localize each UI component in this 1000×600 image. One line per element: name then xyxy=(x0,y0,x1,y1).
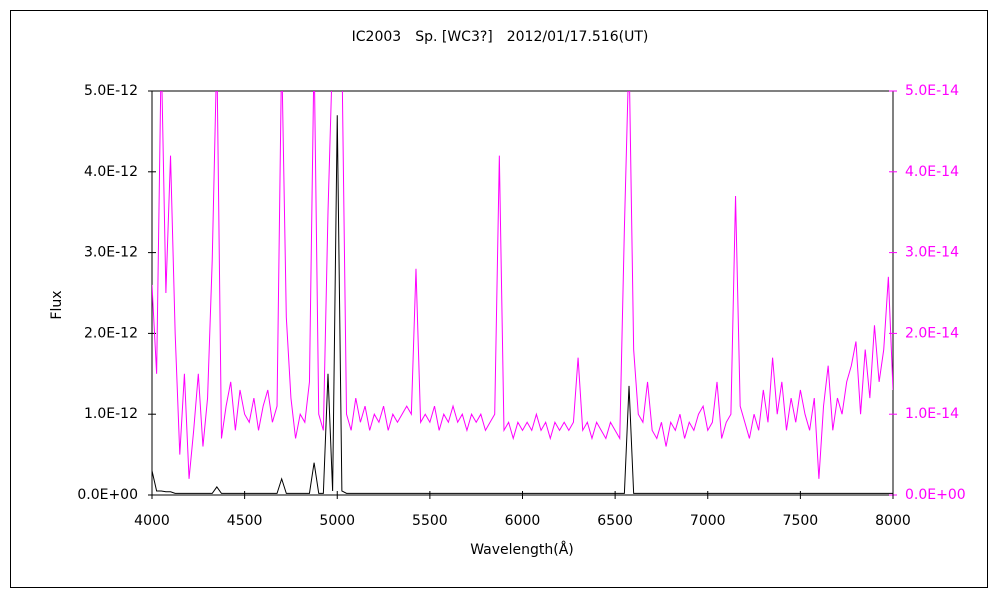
y2-tick-label: 5.0E-14 xyxy=(905,83,959,99)
y2-tick-label: 2.0E-14 xyxy=(905,325,959,341)
y-tick-label: 2.0E-12 xyxy=(84,325,138,341)
x-tick-label: 4000 xyxy=(134,513,170,529)
y-tick-label: 1.0E-12 xyxy=(84,406,138,422)
x-tick-label: 6500 xyxy=(597,513,633,529)
y-axis-label: Flux xyxy=(49,290,65,319)
x-tick-label: 7000 xyxy=(690,513,726,529)
y2-tick-label: 0.0E+00 xyxy=(905,487,966,503)
x-tick-label: 7500 xyxy=(783,513,819,529)
y-tick-label: 5.0E-12 xyxy=(84,83,138,99)
x-tick-label: 6000 xyxy=(505,513,541,529)
x-tick-label: 4500 xyxy=(227,513,263,529)
spectrum-line xyxy=(152,91,893,479)
plot-clip xyxy=(152,91,893,494)
frame xyxy=(10,10,988,588)
y-tick-label: 3.0E-12 xyxy=(84,245,138,261)
spectrum-line xyxy=(152,115,893,494)
plot-area xyxy=(151,90,894,496)
x-tick-label: 5000 xyxy=(319,513,355,529)
chart-title: IC2003 Sp. [WC3?] 2012/01/17.516(UT) xyxy=(352,29,649,45)
y2-tick-label: 3.0E-14 xyxy=(905,245,959,261)
x-tick-label: 5500 xyxy=(412,513,448,529)
x-tick-label: 8000 xyxy=(875,513,911,529)
y2-tick-label: 4.0E-14 xyxy=(905,164,959,180)
x-axis-label: Wavelength(Å) xyxy=(470,541,574,558)
y-tick-label: 0.0E+00 xyxy=(77,487,138,503)
y2-tick-label: 1.0E-14 xyxy=(905,406,959,422)
y-tick-label: 4.0E-12 xyxy=(84,164,138,180)
